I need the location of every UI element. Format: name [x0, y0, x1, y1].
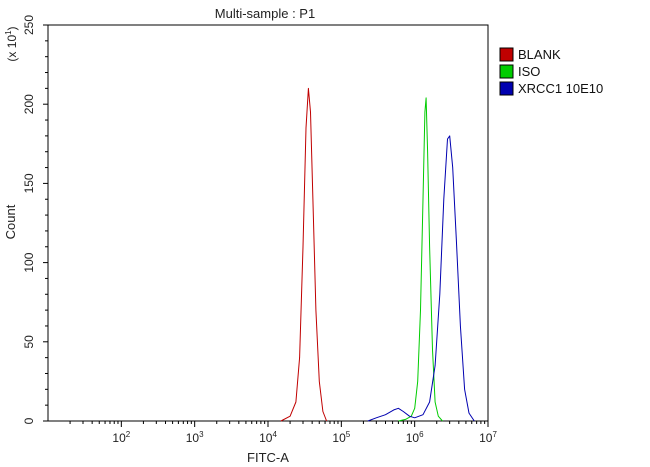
y-axis: 0 50 100 150 200 250 [22, 15, 48, 424]
chart-title: Multi-sample : P1 [215, 6, 315, 21]
y-axis-label: Count [3, 204, 18, 239]
series-line [398, 97, 443, 422]
y-tick-label: 0 [22, 417, 36, 424]
legend-swatch [499, 47, 514, 62]
legend-swatch [499, 81, 514, 96]
legend-swatch [499, 64, 514, 79]
x-tick-label: 107 [479, 430, 497, 445]
y-tick-label: 200 [22, 94, 36, 114]
x-tick-label: 102 [112, 430, 130, 445]
x-axis: 102 103 104 105 106 107 [69, 421, 497, 445]
series-line [280, 87, 328, 422]
y-tick-label: 250 [22, 15, 36, 35]
series-lines [280, 87, 475, 422]
y-tick-label: 150 [22, 173, 36, 193]
legend-label: XRCC1 10E10 [518, 81, 603, 96]
legend-label: ISO [518, 64, 540, 79]
x-axis-label: FITC-A [247, 450, 289, 465]
series-line [367, 135, 475, 422]
x-tick-label: 106 [406, 430, 424, 445]
x-tick-label: 104 [259, 430, 277, 445]
y-tick-label: 50 [22, 335, 36, 349]
y-tick-label: 100 [22, 252, 36, 272]
x-tick-label: 105 [332, 430, 350, 445]
legend-label: BLANK [518, 47, 561, 62]
y-multiplier: (x 101) [4, 26, 19, 61]
plot-area [47, 24, 489, 422]
legend: BLANK ISO XRCC1 10E10 [499, 47, 603, 96]
x-tick-label: 103 [186, 430, 204, 445]
